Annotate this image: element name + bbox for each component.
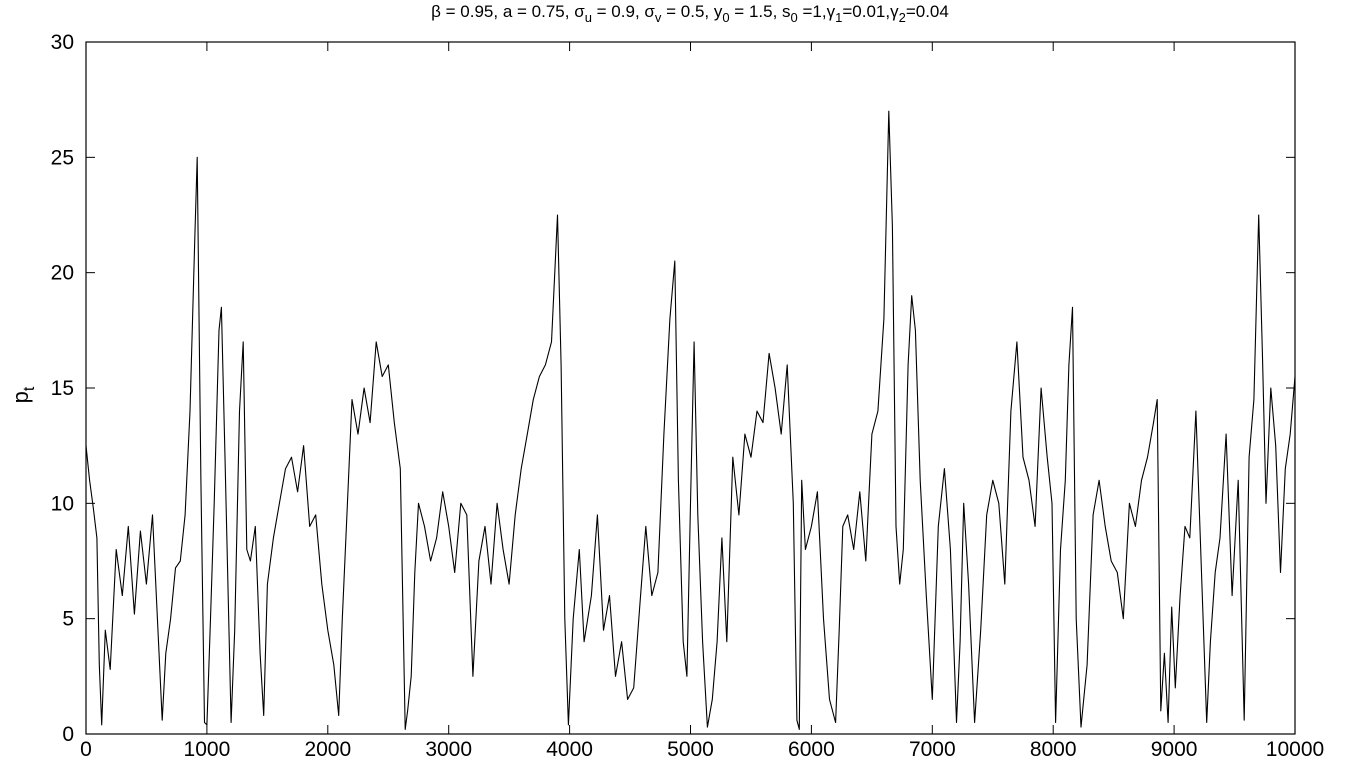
title-s0-value: =1, [798,2,827,21]
svg-text:pt: pt [8,386,38,403]
x-tick-label: 1000 [184,738,231,761]
series-line-p-t [85,110,1296,730]
x-tick-label: 3000 [425,738,472,761]
title-sigma-v-subscript: v [655,10,662,25]
title-sigma-u-subscript: u [585,10,592,25]
y-tick-label: 20 [51,262,74,285]
title-gamma1-value: =0.01, [842,2,890,21]
x-tick-label: 7000 [909,738,956,761]
y-axis-label: pt [8,386,38,403]
y-tick-label: 15 [51,377,74,400]
chart-title: β = 0.95, a = 0.75, σu = 0.9, σv = 0.5, … [431,2,949,25]
title-sigma-u-value: = 0.9, [592,2,644,21]
title-gamma1-subscript: 1 [835,10,842,25]
y-tick-label: 25 [51,146,74,169]
y-tick-label: 30 [51,31,74,54]
y-axis-label-subscript: t [21,386,38,391]
title-sigma-v-value: = 0.5, y [661,2,722,21]
x-tick-label: 9000 [1151,738,1198,761]
x-tick-label: 6000 [788,738,835,761]
title-beta-a: β = 0.95, a = 0.75, [431,2,574,21]
title-y0-subscript: 0 [722,10,729,25]
title-gamma2-value: =0.04 [906,2,949,21]
x-tick-label: 0 [80,738,92,761]
title-sigma-v-symbol: σ [644,2,655,21]
y-tick-label: 10 [51,492,74,515]
title-y0-value: = 1.5, s [730,2,791,21]
axis-ticks: 0 1000 2000 3000 4000 5000 6000 7000 8000 9000 100… [51,31,1325,761]
x-tick-label: 8000 [1030,738,1077,761]
y-tick-label: 0 [62,723,74,746]
title-sigma-u-symbol: σ [574,2,585,21]
title-gamma1-symbol: γ [827,2,836,21]
plot-area-frame [85,41,1296,735]
title-gamma2-subscript: 2 [899,10,906,25]
y-axis-label-main: p [8,391,33,403]
x-tick-label: 4000 [546,738,593,761]
title-gamma2-symbol: γ [890,2,899,21]
x-tick-label: 10000 [1266,738,1324,761]
title-s0-subscript: 0 [791,10,798,25]
y-tick-label: 5 [62,608,74,631]
x-tick-label: 5000 [667,738,714,761]
x-tick-label: 2000 [304,738,351,761]
